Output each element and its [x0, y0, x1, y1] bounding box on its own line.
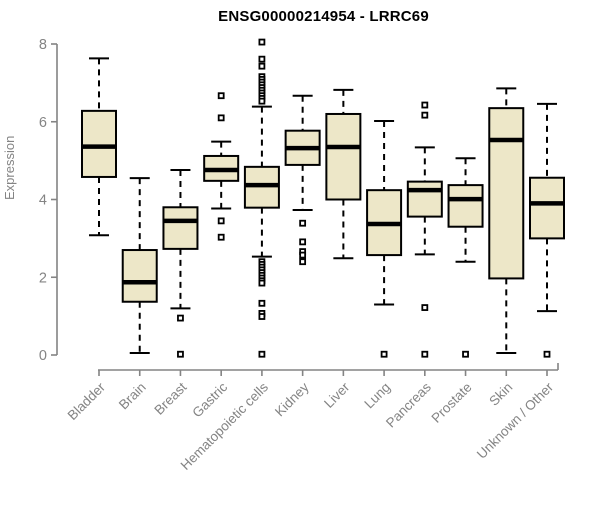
outlier-point: [217, 217, 225, 225]
outlier-point: [543, 350, 551, 358]
outlier-point: [258, 350, 266, 358]
y-tick-label: 8: [39, 37, 47, 53]
y-tick-label: 4: [39, 193, 47, 209]
box-group-prostate: [447, 157, 484, 358]
x-tick-label: Bladder: [65, 379, 109, 423]
outlier-point: [258, 38, 266, 46]
box-group-liver: [325, 88, 362, 260]
outlier-point: [258, 299, 266, 307]
iqr-box: [406, 180, 443, 218]
iqr-box: [162, 206, 199, 250]
outlier-point: [258, 313, 266, 320]
iqr-box: [81, 109, 117, 178]
outlier-point: [217, 233, 225, 241]
outlier-point: [258, 279, 266, 287]
outlier-point: [299, 219, 307, 227]
x-tick-label: Gastric: [189, 379, 230, 420]
outlier-point: [421, 350, 429, 358]
iqr-box: [488, 107, 525, 280]
box-group-gastric: [203, 92, 240, 241]
box-group-unknown-other: [529, 102, 565, 358]
box-group-brain: [121, 177, 158, 355]
outlier-point: [258, 97, 266, 105]
outlier-point: [258, 62, 266, 70]
x-tick-label: Brain: [116, 380, 149, 413]
box-group-skin: [488, 87, 525, 355]
outlier-point: [177, 314, 184, 322]
outlier-point: [258, 55, 266, 63]
iqr-box: [121, 249, 158, 303]
y-tick-label: 2: [39, 270, 47, 286]
y-tick-label: 6: [39, 115, 47, 131]
box-group-breast: [162, 168, 199, 358]
outlier-point: [299, 238, 307, 246]
outlier-point: [421, 304, 429, 311]
outlier-point: [421, 101, 429, 109]
outlier-point: [299, 258, 307, 266]
outlier-point: [380, 350, 388, 358]
y-tick-label: 0: [39, 348, 47, 364]
x-tick-label: Unknown / Other: [474, 379, 557, 462]
box-group-bladder: [81, 57, 117, 237]
page-title: ENSG00000214954 - LRRC69: [218, 8, 429, 25]
box-group-lung: [366, 119, 403, 358]
outlier-point: [299, 251, 307, 259]
outlier-point: [177, 350, 184, 358]
outlier-point: [462, 350, 469, 358]
x-tick-label: Breast: [151, 379, 189, 417]
y-axis: 0 2 4 6 8: [39, 37, 58, 364]
iqr-box: [447, 184, 484, 228]
x-tick-label: Kidney: [272, 379, 312, 419]
x-tick-label: Skin: [486, 380, 515, 409]
x-tick-label: Prostate: [429, 380, 475, 426]
x-tick-label: Pancreas: [383, 379, 434, 430]
outlier-point: [217, 92, 225, 100]
iqr-box: [325, 112, 362, 201]
outlier-point: [217, 114, 225, 122]
x-tick-label: Lung: [361, 380, 393, 412]
iqr-box: [529, 176, 565, 240]
outlier-point: [421, 111, 429, 119]
box-group-hematopoietic-cells: [243, 38, 280, 358]
box-group-pancreas: [406, 101, 443, 358]
x-tick-label: Liver: [321, 379, 353, 411]
box-group-kidney: [284, 94, 321, 266]
